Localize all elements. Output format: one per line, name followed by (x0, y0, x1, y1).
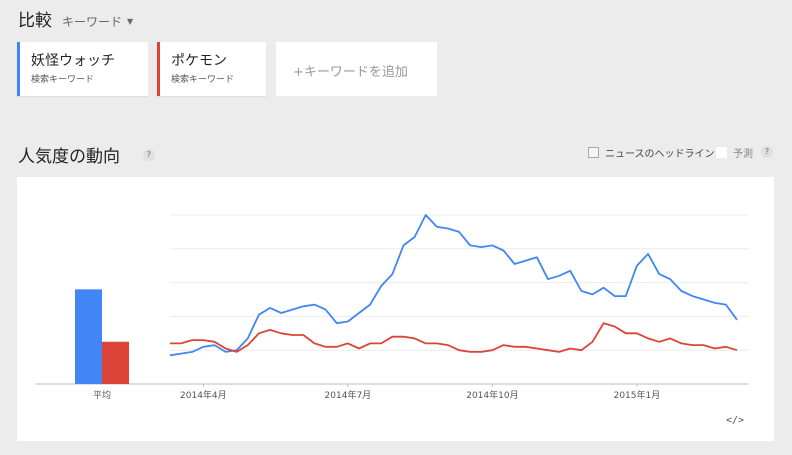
forecast-label: 予測 (733, 149, 753, 160)
trend-chart-panel: 平均 2014年4月 2014年7月 2014年10月 2015年1月 </> (17, 177, 774, 441)
x-tick-label: 2014年7月 (325, 389, 372, 401)
forecast-help-icon[interactable]: ? (761, 146, 773, 158)
keyword-color-bar-1 (17, 42, 20, 96)
news-headlines-toggle[interactable]: ニュースのヘッドライン (588, 145, 715, 160)
average-bar-2 (102, 341, 129, 384)
x-tick-label: 2015年1月 (614, 389, 661, 401)
series-line-2 (170, 322, 738, 353)
compare-header: 比較 キーワード ▼ (18, 6, 133, 31)
average-label: 平均 (93, 389, 111, 401)
section-title: 人気度の動向 (18, 147, 120, 167)
embed-code-icon[interactable]: </> (726, 415, 745, 426)
keyword-name-2: ポケモン (171, 53, 227, 69)
checkbox-icon[interactable] (716, 147, 727, 158)
trend-chart: 平均 2014年4月 2014年7月 2014年10月 2015年1月 (35, 214, 749, 401)
compare-mode-label: キーワード (62, 15, 123, 29)
keyword-name-1: 妖怪ウォッチ (31, 53, 115, 69)
x-tick-label: 2014年4月 (180, 389, 227, 401)
add-keyword-label: +キーワードを追加 (293, 65, 408, 80)
keyword-color-bar-2 (157, 42, 160, 96)
keyword-card-2[interactable]: ポケモン 検索キーワード (157, 42, 266, 96)
help-icon[interactable]: ? (143, 149, 155, 161)
forecast-toggle[interactable]: 予測 (716, 145, 753, 160)
compare-mode-dropdown[interactable]: キーワード ▼ (62, 13, 133, 30)
news-headlines-label: ニュースのヘッドライン (605, 149, 715, 160)
page-title: 比較 (18, 11, 52, 31)
x-tick-label: 2014年10月 (466, 389, 518, 401)
keyword-type-2: 検索キーワード (171, 75, 235, 85)
keyword-card-1[interactable]: 妖怪ウォッチ 検索キーワード (17, 42, 148, 96)
average-bar-1 (75, 289, 102, 384)
keyword-type-1: 検索キーワード (31, 75, 95, 85)
checkbox-icon[interactable] (588, 147, 599, 158)
add-keyword-button[interactable]: +キーワードを追加 (276, 42, 437, 96)
chevron-down-icon: ▼ (127, 17, 134, 26)
series-line-1 (169, 214, 738, 357)
